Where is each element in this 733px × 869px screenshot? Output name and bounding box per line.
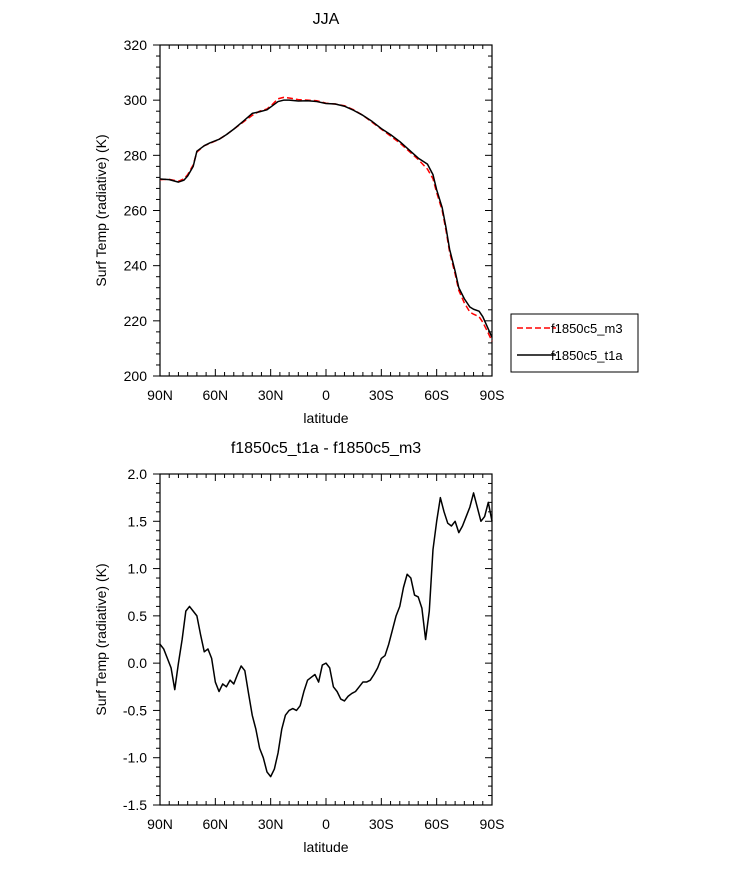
panel2-y-tick-label: 1.5: [128, 513, 148, 529]
legend-label-f1850c5_t1a: f1850c5_t1a: [551, 348, 623, 363]
panel2-plot-frame: [159, 473, 493, 806]
panel1-y-tick-label: 200: [124, 368, 148, 384]
panel2-y-tick-label: 1.0: [128, 561, 148, 577]
panel2-difference-line-line: [159, 492, 493, 778]
panel1-x-tick-label: 60S: [424, 387, 449, 403]
panel2-y-tick-label: 2.0: [128, 466, 148, 482]
series-f1850c5_t1a-line: [159, 99, 493, 338]
panel2-y-tick-label: 0.5: [128, 608, 148, 624]
panel1-y-tick-label: 220: [124, 313, 148, 329]
panel2-x-tick-label: 0: [322, 816, 330, 832]
panel1-title: JJA: [313, 11, 340, 28]
panel1-x-tick-label: 30S: [369, 387, 394, 403]
panel1-y-tick-label: 260: [124, 203, 148, 219]
panel2-x-tick-label: 30N: [258, 816, 284, 832]
legend-box: [510, 313, 639, 373]
panel2-x-axis-label: latitude: [303, 839, 348, 855]
panel2-x-tick-label: 60N: [202, 816, 228, 832]
panel1-x-tick-label: 30N: [258, 387, 284, 403]
panel2-y-tick-label: -1.0: [123, 750, 147, 766]
panel1-y-axis-label: Surf Temp (radiative) (K): [93, 134, 109, 286]
series-f1850c5_m3-line: [159, 96, 493, 342]
panel2-x-tick-label: 60S: [424, 816, 449, 832]
panel1-y-tick-label: 320: [124, 37, 148, 53]
panel1-x-tick-label: 90N: [147, 387, 173, 403]
panel1-y-tick-label: 280: [124, 147, 148, 163]
panel1-y-tick-label: 300: [124, 92, 148, 108]
panel2-y-axis-label: Surf Temp (radiative) (K): [93, 563, 109, 715]
panel2-x-tick-label: 30S: [369, 816, 394, 832]
panel1-x-axis-label: latitude: [303, 410, 348, 426]
panel1-x-tick-label: 0: [322, 387, 330, 403]
panel1-x-tick-label: 90S: [480, 387, 505, 403]
panel1-y-tick-label: 240: [124, 258, 148, 274]
panel2-y-tick-label: -0.5: [123, 702, 147, 718]
panel2-title: f1850c5_t1a - f1850c5_m3: [231, 440, 421, 457]
panel1-x-tick-label: 60N: [202, 387, 228, 403]
panel2-x-tick-label: 90N: [147, 816, 173, 832]
panel2-y-tick-label: 0.0: [128, 655, 148, 671]
panel2-x-tick-label: 90S: [480, 816, 505, 832]
legend-label-f1850c5_m3: f1850c5_m3: [551, 321, 623, 336]
panel2-y-tick-label: -1.5: [123, 797, 147, 813]
